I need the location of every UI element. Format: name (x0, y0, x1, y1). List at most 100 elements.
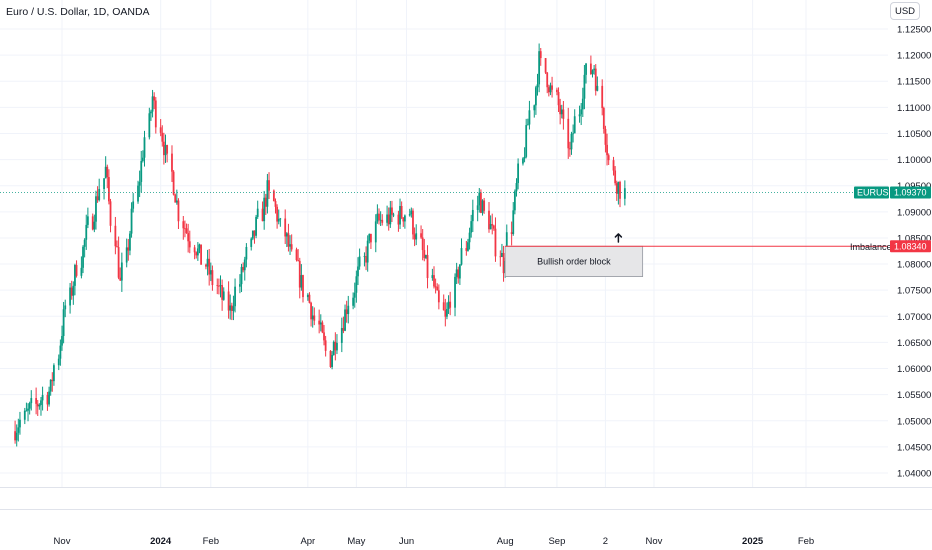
candle-body (426, 255, 429, 279)
candle-body (589, 63, 592, 75)
candle-body (297, 260, 300, 261)
candle-body (442, 302, 445, 311)
currency-button[interactable]: USD (890, 2, 920, 20)
candle-body (227, 291, 230, 311)
candle-body (329, 350, 332, 367)
candle-body (14, 431, 16, 441)
candle-body (239, 284, 241, 287)
candle-body (431, 275, 434, 279)
candle-body (72, 285, 75, 296)
candle-body (161, 132, 164, 142)
candle-body (607, 155, 610, 161)
imbalance-value: 1.08340 (894, 241, 927, 251)
candle-body (433, 275, 435, 287)
candle-body (517, 163, 520, 184)
candle-body (560, 109, 563, 115)
candle-body (556, 89, 558, 93)
grid-lines (0, 0, 932, 510)
last-price-symbol-badge (854, 186, 889, 199)
price-tick-label: 1.08000 (897, 260, 931, 271)
candle-body (547, 87, 550, 93)
candle-body (594, 68, 597, 91)
candle-body (205, 264, 207, 267)
candle-body (49, 379, 52, 392)
candle-body (185, 228, 188, 234)
price-tick-label: 1.06500 (897, 338, 931, 349)
candle-body (302, 275, 304, 298)
candle-body (357, 266, 359, 277)
candle-body (454, 276, 456, 308)
candle-body (470, 221, 473, 233)
candle-body (539, 51, 542, 59)
candle-body (268, 180, 270, 191)
candle-body (421, 237, 424, 251)
candle-body (379, 219, 382, 221)
candle-body (471, 209, 474, 222)
candle-body (585, 63, 587, 75)
candle-body (103, 178, 105, 189)
candle-body (263, 197, 266, 222)
candle-body (614, 170, 617, 184)
candle-body (489, 224, 492, 230)
candle-body (410, 210, 413, 215)
chart-title: Euro / U.S. Dollar, 1D, OANDA (6, 6, 150, 18)
candle-body (290, 244, 293, 250)
candle-body (374, 221, 377, 243)
imbalance-label: Imbalance (850, 242, 892, 252)
candle-body (310, 302, 312, 320)
candle-body (137, 185, 139, 202)
candle-body (30, 398, 33, 404)
candle-body (557, 92, 560, 106)
candle-body (35, 398, 38, 404)
candle-body (604, 128, 607, 145)
candle-body (399, 206, 401, 225)
candle-body (457, 269, 460, 279)
candle-body (274, 201, 277, 207)
candle-body (64, 305, 67, 310)
up-arrow-icon[interactable] (614, 233, 623, 243)
candle-body (578, 114, 581, 117)
candle-body (408, 214, 411, 216)
candle-body (381, 219, 384, 223)
candle-body (423, 250, 426, 258)
candle-body (230, 305, 233, 311)
last-price-value-badge (890, 186, 931, 199)
candle-body (591, 70, 594, 75)
candle-body (285, 233, 288, 237)
candle-body (177, 200, 180, 222)
candle-body (216, 285, 219, 286)
candle-body (447, 301, 450, 309)
candle-body (355, 276, 358, 293)
candle-body (279, 218, 282, 220)
candle-body (15, 432, 18, 441)
candle-body (512, 210, 515, 234)
time-axis[interactable]: Nov 2024 Feb Apr May Jun Aug Sep 2 Nov 2025 Feb (54, 536, 815, 547)
candle-body (276, 206, 279, 222)
candle-body (606, 144, 608, 156)
last-price-value: 1.09370 (894, 187, 927, 197)
candle-body (284, 218, 287, 237)
candle-body (108, 177, 110, 202)
candle-body (164, 145, 167, 156)
candle-body (208, 258, 211, 275)
time-tick-label: Jun (399, 536, 414, 547)
candle-body (551, 85, 553, 90)
candle-body (425, 255, 427, 258)
candle-body (253, 230, 256, 236)
price-badges: EURUSD 1.09370 Imbalance 1.08340 (850, 186, 931, 253)
candle-body (534, 87, 537, 106)
candle-body (41, 395, 44, 401)
candle-body (240, 266, 243, 285)
candle-body (298, 260, 301, 288)
candle-body (492, 225, 495, 229)
candle-body (70, 287, 73, 296)
order-block-label: Bullish order block (537, 256, 611, 266)
candle-body (513, 191, 516, 211)
candle-body (313, 315, 316, 321)
candle-body (182, 221, 185, 229)
candle-body (444, 310, 447, 317)
candle-body (306, 294, 309, 298)
candle-body (114, 225, 117, 247)
candle-body (499, 256, 502, 258)
